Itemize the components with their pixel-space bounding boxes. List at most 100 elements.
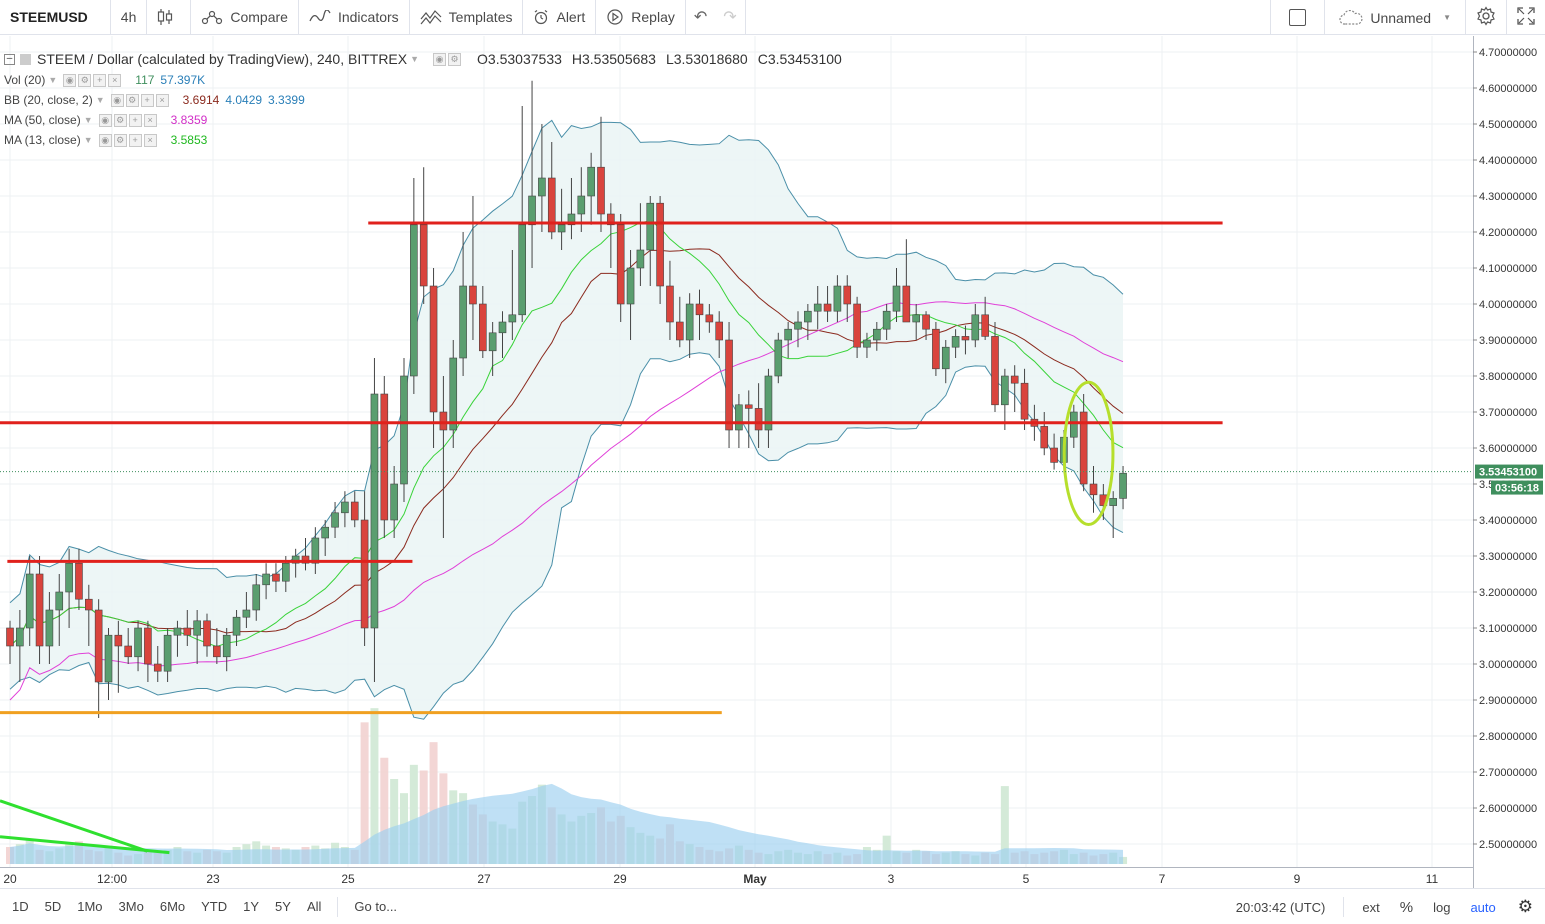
candle[interactable] <box>55 574 64 646</box>
candle[interactable] <box>104 628 113 700</box>
candle[interactable] <box>1070 404 1078 448</box>
candle[interactable] <box>400 358 408 502</box>
eye-icon[interactable]: ◉ <box>433 52 447 66</box>
candle[interactable] <box>1109 491 1117 538</box>
volume-buttons[interactable]: ◉ ⚙ + × <box>63 73 123 87</box>
candle[interactable] <box>222 628 231 672</box>
candle[interactable] <box>646 196 655 286</box>
candle[interactable] <box>1079 394 1088 492</box>
bb-buttons[interactable]: ◉ ⚙ + × <box>110 93 171 107</box>
candle[interactable] <box>498 311 507 358</box>
eye-icon[interactable]: ◉ <box>63 73 77 87</box>
range-all[interactable]: All <box>306 899 322 914</box>
candle[interactable] <box>439 376 448 538</box>
candle[interactable] <box>961 325 970 355</box>
templates-button[interactable]: Templates <box>410 0 524 35</box>
candle[interactable] <box>902 239 911 323</box>
candle[interactable] <box>193 610 201 664</box>
candle[interactable] <box>626 250 635 340</box>
candle[interactable] <box>75 548 83 610</box>
chevron-down-icon[interactable]: ▼ <box>83 135 93 145</box>
candle[interactable] <box>1119 466 1127 510</box>
plus-icon[interactable]: + <box>128 133 142 147</box>
candle[interactable] <box>754 383 763 448</box>
candle[interactable] <box>291 548 300 578</box>
candle[interactable] <box>715 311 724 358</box>
candle[interactable] <box>35 556 44 664</box>
candle[interactable] <box>469 196 477 340</box>
close-icon[interactable]: × <box>155 93 169 107</box>
candle[interactable] <box>1040 412 1049 456</box>
candle[interactable] <box>744 390 753 448</box>
chevron-down-icon[interactable]: ▼ <box>48 75 58 85</box>
candle[interactable] <box>508 250 517 340</box>
range-1d[interactable]: 1D <box>12 899 29 914</box>
candle[interactable] <box>813 286 822 330</box>
candle[interactable] <box>203 613 211 657</box>
candle[interactable] <box>912 304 921 340</box>
chevron-down-icon[interactable]: ▼ <box>410 54 420 64</box>
redo-button[interactable]: ↷ <box>715 0 746 35</box>
candle[interactable] <box>518 106 527 322</box>
close-icon[interactable]: × <box>143 133 157 147</box>
candle[interactable] <box>25 556 34 646</box>
candle[interactable] <box>557 188 566 250</box>
candle[interactable] <box>695 289 704 340</box>
candle[interactable] <box>725 322 733 448</box>
candle[interactable] <box>124 628 132 664</box>
gear-icon[interactable]: ⚙ <box>113 133 127 147</box>
gear-icon[interactable]: ⚙ <box>125 93 139 107</box>
candle[interactable] <box>587 152 595 225</box>
range-5d[interactable]: 5D <box>44 899 62 914</box>
indicators-button[interactable]: Indicators <box>299 0 410 35</box>
candle[interactable] <box>331 502 339 538</box>
chart-type-button[interactable] <box>147 0 192 35</box>
compare-button[interactable]: Compare <box>191 0 299 35</box>
candle[interactable] <box>892 268 901 322</box>
candle[interactable] <box>705 304 714 333</box>
candle[interactable] <box>1010 365 1019 412</box>
candle[interactable] <box>804 304 812 340</box>
candle[interactable] <box>183 610 192 646</box>
candle[interactable] <box>1089 466 1098 513</box>
candle[interactable] <box>341 491 349 528</box>
candle[interactable] <box>478 286 487 358</box>
candle[interactable] <box>636 203 645 286</box>
candle[interactable] <box>932 322 940 376</box>
candle[interactable] <box>922 311 930 340</box>
candle[interactable] <box>85 584 93 646</box>
log-toggle[interactable]: log <box>1433 899 1451 915</box>
close-icon[interactable]: × <box>143 113 157 127</box>
candle[interactable] <box>242 592 251 628</box>
symbol-search[interactable]: STEEMUSD <box>0 0 111 35</box>
eye-icon[interactable]: ◉ <box>110 93 124 107</box>
percent-toggle[interactable]: % <box>1399 898 1414 916</box>
candle[interactable] <box>370 358 379 682</box>
candle[interactable] <box>173 620 182 657</box>
eye-icon[interactable]: ◉ <box>98 113 112 127</box>
candle[interactable] <box>764 368 773 448</box>
goto-button[interactable]: Go to... <box>354 899 398 914</box>
candle[interactable] <box>45 592 54 664</box>
candle[interactable] <box>577 167 586 232</box>
candle[interactable] <box>419 167 428 304</box>
candle[interactable] <box>656 196 664 304</box>
candle[interactable] <box>1050 433 1058 470</box>
interval-button[interactable]: 4h <box>111 0 148 35</box>
candle[interactable] <box>784 322 792 358</box>
candle[interactable] <box>981 296 989 340</box>
range-ytd[interactable]: YTD <box>201 899 228 914</box>
range-6mo[interactable]: 6Mo <box>159 899 186 914</box>
ext-toggle[interactable]: ext <box>1362 899 1380 915</box>
candle[interactable] <box>252 574 261 621</box>
close-icon[interactable]: × <box>108 73 122 87</box>
trend-line-green[interactable] <box>0 835 170 855</box>
candle[interactable] <box>666 260 674 340</box>
chevron-down-icon[interactable]: ▼ <box>83 115 93 125</box>
candle[interactable] <box>616 214 625 322</box>
gear-icon[interactable]: ⚙ <box>113 113 127 127</box>
candle[interactable] <box>16 610 24 682</box>
plus-icon[interactable]: + <box>140 93 154 107</box>
candle[interactable] <box>794 311 802 348</box>
candle[interactable] <box>685 293 694 358</box>
